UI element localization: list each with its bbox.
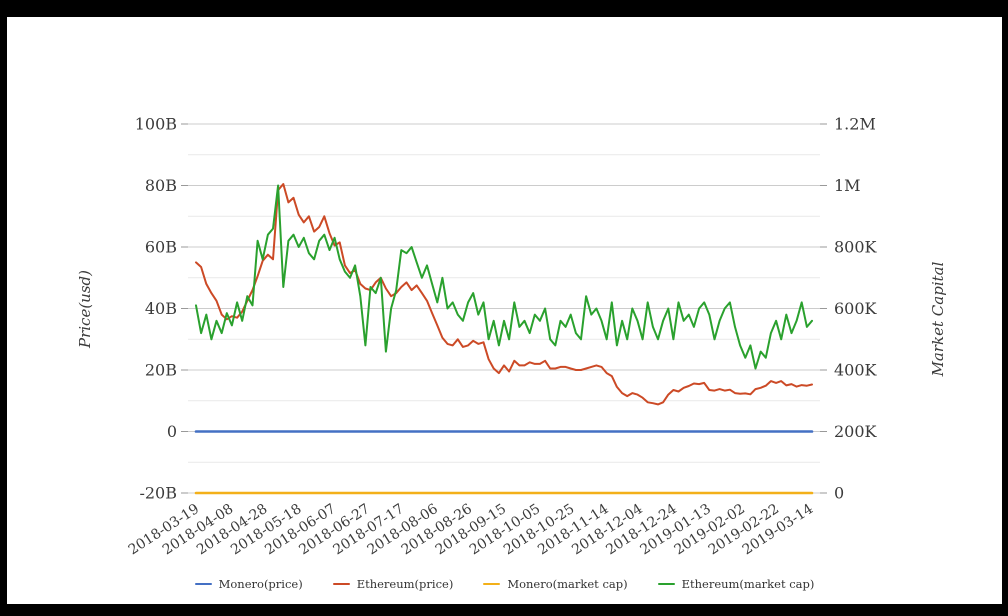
- legend-swatch-monero-market-cap: [483, 583, 501, 585]
- left-axis-tick-label: 60B: [145, 238, 177, 257]
- right-axis-tick-label: 200K: [834, 422, 878, 441]
- legend-label: Ethereum(price): [356, 577, 454, 591]
- legend-swatch-ethereum-price: [332, 583, 350, 585]
- chart-background: 100B 1.2M 80B 1M 60B 800K 40B 600K 20B 400K 0 200K -…: [7, 17, 1002, 604]
- legend-swatch-ethereum-market-cap: [657, 583, 675, 585]
- right-axis-tick-label: 1.2M: [834, 115, 876, 134]
- right-axis-tick-label: 600K: [834, 299, 878, 318]
- legend-item-ethereum-price: Ethereum(price): [332, 577, 454, 591]
- series-line-ethereum-market-cap: [195, 184, 813, 370]
- right-axis-tick-label: 0: [834, 484, 844, 503]
- legend: Monero(price) Ethereum(price) Monero(marke…: [7, 577, 1002, 591]
- left-axis-tick-label: -20B: [139, 484, 177, 503]
- legend-item-monero-market-cap: Monero(market cap): [483, 577, 628, 591]
- legend-label: Monero(market cap): [507, 577, 628, 591]
- right-axis-tick-label: 1M: [834, 176, 861, 195]
- left-axis-tick-label: 20B: [145, 361, 177, 380]
- legend-item-ethereum-market-cap: Ethereum(market cap): [657, 577, 815, 591]
- left-axis-title: Price(usd): [76, 270, 94, 349]
- legend-label: Monero(price): [218, 577, 303, 591]
- series-line-ethereum-price: [195, 183, 813, 406]
- left-axis-tick-label: 0: [167, 422, 177, 441]
- left-axis-tick-label: 100B: [135, 115, 177, 134]
- legend-swatch-monero-price: [194, 583, 212, 585]
- legend-label: Ethereum(market cap): [681, 577, 815, 591]
- right-axis-title: Market Capital: [929, 261, 947, 377]
- chart-canvas: 100B 1.2M 80B 1M 60B 800K 40B 600K 20B 400K 0 200K -…: [126, 115, 878, 559]
- left-axis-tick-label: 80B: [145, 176, 177, 195]
- legend-item-monero-price: Monero(price): [194, 577, 303, 591]
- right-axis-tick-label: 800K: [834, 238, 878, 257]
- left-axis-tick-label: 40B: [145, 299, 177, 318]
- right-axis-tick-label: 400K: [834, 361, 878, 380]
